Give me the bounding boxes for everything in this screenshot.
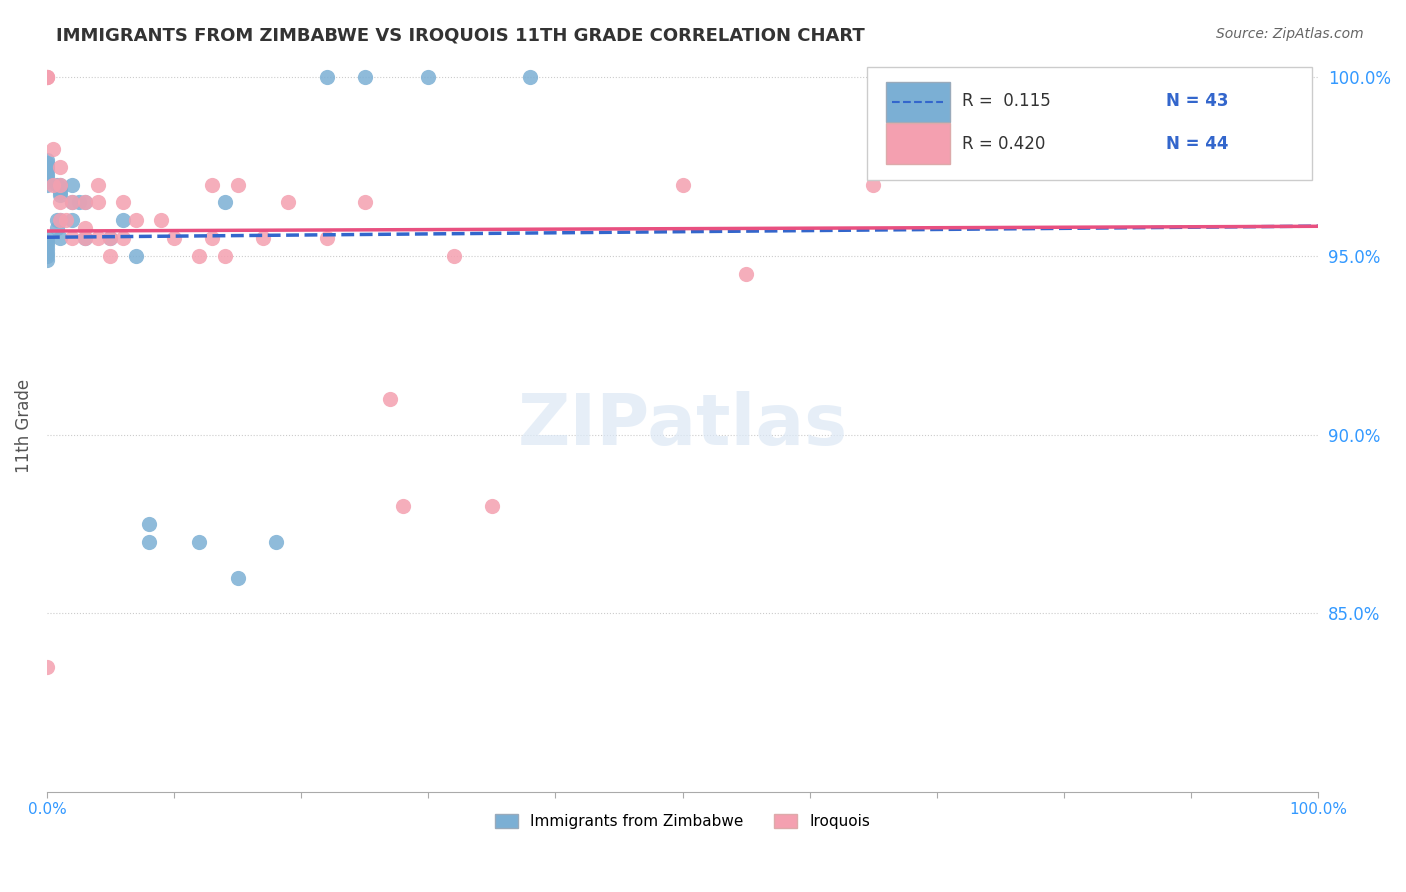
Point xyxy=(35,160,58,174)
Point xyxy=(519,70,541,85)
Point xyxy=(353,70,375,85)
Point xyxy=(481,499,503,513)
Point xyxy=(35,70,58,85)
Point xyxy=(315,231,337,245)
Point xyxy=(201,231,224,245)
Point xyxy=(735,267,758,281)
Point xyxy=(112,213,135,227)
Text: Source: ZipAtlas.com: Source: ZipAtlas.com xyxy=(1216,27,1364,41)
Point xyxy=(418,70,440,85)
Point xyxy=(60,195,83,210)
Point xyxy=(87,231,110,245)
Point xyxy=(112,231,135,245)
Point xyxy=(35,70,58,85)
Point xyxy=(67,195,90,210)
Point xyxy=(277,195,299,210)
Point xyxy=(163,231,186,245)
Text: R = 0.420: R = 0.420 xyxy=(962,135,1046,153)
Point xyxy=(73,220,96,235)
Point xyxy=(35,70,58,85)
Point xyxy=(35,235,58,249)
Point xyxy=(188,249,211,263)
Point xyxy=(48,231,70,245)
Point xyxy=(35,660,58,674)
FancyBboxPatch shape xyxy=(868,67,1312,180)
Point xyxy=(252,231,274,245)
Point xyxy=(35,156,58,170)
Point xyxy=(125,213,148,227)
Point xyxy=(392,499,415,513)
Point xyxy=(48,178,70,192)
Point xyxy=(150,213,173,227)
Point xyxy=(100,249,122,263)
Point xyxy=(353,195,375,210)
Point xyxy=(35,174,58,188)
Point xyxy=(73,195,96,210)
Point xyxy=(671,178,693,192)
Point xyxy=(1116,70,1139,85)
Point xyxy=(48,178,70,192)
Point xyxy=(201,178,224,192)
Point xyxy=(100,231,122,245)
Text: N = 43: N = 43 xyxy=(1166,93,1229,111)
Point xyxy=(73,231,96,245)
Point xyxy=(35,153,58,167)
Point xyxy=(35,252,58,267)
Point xyxy=(862,178,884,192)
Point xyxy=(35,178,58,192)
Point xyxy=(48,213,70,227)
Legend: Immigrants from Zimbabwe, Iroquois: Immigrants from Zimbabwe, Iroquois xyxy=(489,808,876,836)
Text: R =  0.115: R = 0.115 xyxy=(962,93,1052,111)
FancyBboxPatch shape xyxy=(886,123,949,163)
Point xyxy=(35,231,58,245)
Text: ZIPatlas: ZIPatlas xyxy=(517,392,848,460)
Point xyxy=(48,181,70,195)
Point xyxy=(378,392,401,406)
Point xyxy=(264,534,287,549)
Point xyxy=(35,170,58,185)
Point xyxy=(46,220,69,235)
Point xyxy=(87,178,110,192)
Point xyxy=(35,238,58,252)
Text: N = 44: N = 44 xyxy=(1166,135,1229,153)
Point xyxy=(214,195,236,210)
Point xyxy=(315,70,337,85)
Point xyxy=(48,188,70,202)
Point xyxy=(138,534,160,549)
Point xyxy=(125,249,148,263)
Point xyxy=(48,185,70,199)
Point xyxy=(138,516,160,531)
Point xyxy=(42,142,65,156)
Point xyxy=(1218,160,1240,174)
Point xyxy=(42,178,65,192)
Point xyxy=(35,163,58,178)
Point xyxy=(60,213,83,227)
Text: IMMIGRANTS FROM ZIMBABWE VS IROQUOIS 11TH GRADE CORRELATION CHART: IMMIGRANTS FROM ZIMBABWE VS IROQUOIS 11T… xyxy=(56,27,865,45)
Point xyxy=(48,213,70,227)
Point xyxy=(46,213,69,227)
Point xyxy=(100,231,122,245)
Point xyxy=(214,249,236,263)
Point xyxy=(60,195,83,210)
Y-axis label: 11th Grade: 11th Grade xyxy=(15,379,32,473)
FancyBboxPatch shape xyxy=(886,81,949,122)
Point xyxy=(55,213,77,227)
Point xyxy=(35,249,58,263)
Point xyxy=(35,242,58,256)
Point xyxy=(226,571,249,585)
Point xyxy=(48,160,70,174)
Point xyxy=(60,178,83,192)
Point xyxy=(73,195,96,210)
Point xyxy=(226,178,249,192)
Point xyxy=(87,195,110,210)
Point xyxy=(48,195,70,210)
Point xyxy=(35,167,58,181)
Point xyxy=(73,231,96,245)
Point xyxy=(188,534,211,549)
Point xyxy=(35,245,58,260)
Point xyxy=(60,231,83,245)
Point xyxy=(112,195,135,210)
Point xyxy=(443,249,465,263)
Point xyxy=(46,178,69,192)
